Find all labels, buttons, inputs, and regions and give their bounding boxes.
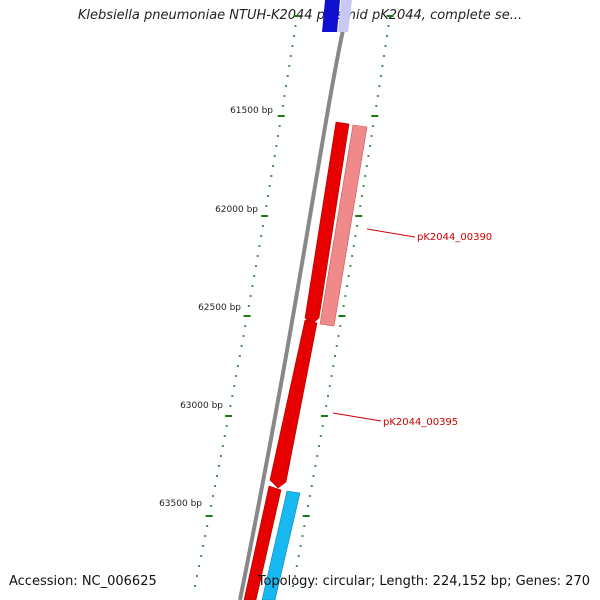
summary-text: Topology: circular; Length: 224,152 bp; … (257, 574, 590, 589)
ruler-label-63000: 63000 bp (180, 401, 223, 411)
gene-label-pK2044_00395[interactable]: pK2044_00395 (383, 417, 458, 428)
gene-cyan[interactable] (261, 490, 301, 600)
gene-red-upper[interactable] (304, 121, 350, 325)
ruler-ticks (194, 15, 301, 587)
ruler-label-62500: 62500 bp (198, 303, 241, 313)
gene-pK2044_00390[interactable] (319, 124, 368, 327)
accession-text: Accession: NC_006625 (9, 574, 157, 589)
ruler-label-61500: 61500 bp (230, 106, 273, 116)
gene-label-pK2044_00390[interactable]: pK2044_00390 (417, 232, 492, 243)
backbone-arc (238, 29, 345, 600)
gene-pK2044_00395[interactable] (269, 319, 318, 489)
ruler-label-62000: 62000 bp (215, 205, 258, 215)
inner-ruler-ticks (292, 15, 394, 587)
leader-pK2044_00390 (366, 228, 416, 238)
gene-red-bottom[interactable] (243, 485, 282, 600)
ruler-label-63500: 63500 bp (159, 499, 202, 509)
leader-pK2044_00395 (332, 412, 382, 422)
gene-blue[interactable] (322, 0, 340, 32)
gene-blue-light[interactable] (338, 0, 352, 32)
